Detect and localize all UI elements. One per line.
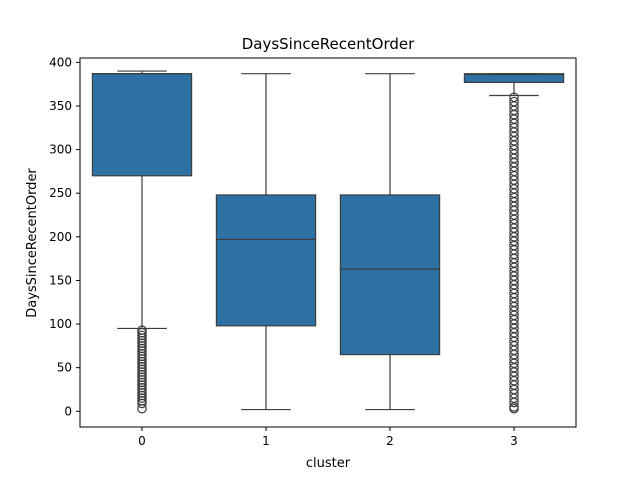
y-tick-label: 400 bbox=[49, 55, 72, 69]
y-tick-label: 350 bbox=[49, 99, 72, 113]
y-tick-label: 300 bbox=[49, 143, 72, 157]
plot-frame bbox=[79, 57, 577, 428]
box-group-2 bbox=[339, 73, 441, 411]
x-tick-label: 1 bbox=[262, 434, 270, 448]
x-axis-label: cluster bbox=[306, 456, 351, 471]
box-iqr bbox=[91, 73, 193, 177]
y-tick-label: 100 bbox=[49, 317, 72, 331]
outlier-point bbox=[137, 403, 147, 414]
plot-area bbox=[91, 70, 565, 414]
box-group-3 bbox=[463, 73, 565, 414]
outlier-point bbox=[509, 403, 519, 414]
x-axis: 0 1 2 3 bbox=[138, 427, 518, 448]
y-tick-label: 50 bbox=[57, 361, 72, 375]
outlier-point bbox=[137, 398, 147, 409]
x-tick-label: 0 bbox=[138, 434, 146, 448]
box-iqr bbox=[215, 194, 317, 327]
outlier-point bbox=[509, 397, 519, 408]
y-axis-label: DaysSinceRecentOrder bbox=[25, 168, 40, 318]
box-group-0 bbox=[91, 70, 193, 414]
box-group-1 bbox=[215, 73, 317, 411]
y-tick-label: 0 bbox=[64, 404, 72, 418]
box-iqr bbox=[339, 194, 441, 356]
y-axis: 0 50 100 150 200 250 300 350 400 bbox=[49, 55, 80, 418]
y-tick-label: 250 bbox=[49, 186, 72, 200]
x-tick-label: 3 bbox=[510, 434, 518, 448]
box-iqr bbox=[463, 73, 565, 84]
chart-title: DaysSinceRecentOrder bbox=[242, 35, 415, 53]
y-tick-label: 200 bbox=[49, 230, 72, 244]
y-tick-label: 150 bbox=[49, 273, 72, 287]
outlier-point bbox=[137, 393, 147, 404]
x-tick-label: 2 bbox=[386, 434, 394, 448]
